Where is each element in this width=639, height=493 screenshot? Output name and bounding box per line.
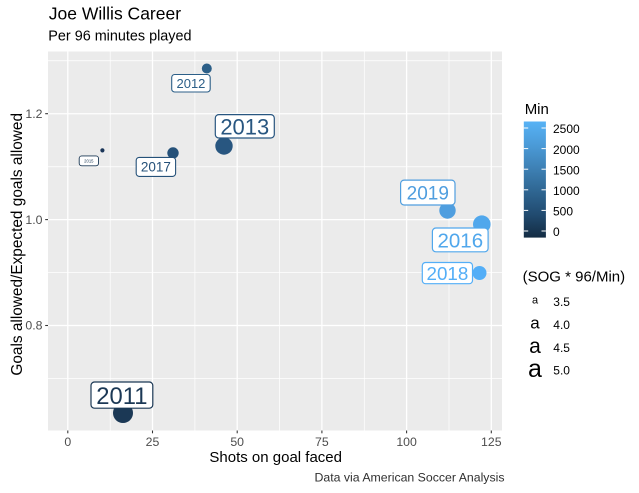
svg-text:75: 75	[315, 435, 329, 449]
svg-text:4.0: 4.0	[553, 318, 570, 332]
svg-text:25: 25	[146, 435, 160, 449]
svg-text:2011: 2011	[96, 383, 147, 410]
svg-text:4.5: 4.5	[553, 341, 570, 355]
svg-text:5.0: 5.0	[553, 364, 570, 378]
svg-text:Min: Min	[525, 101, 549, 118]
svg-text:2015: 2015	[84, 158, 94, 163]
svg-text:2000: 2000	[553, 143, 580, 157]
svg-text:50: 50	[230, 435, 244, 449]
svg-text:100: 100	[396, 435, 417, 449]
svg-text:Goals allowed/Expected goals a: Goals allowed/Expected goals allowed	[9, 113, 26, 376]
svg-text:Data via American Soccer Analy: Data via American Soccer Analysis	[314, 471, 504, 485]
svg-text:1.2: 1.2	[25, 107, 42, 121]
svg-text:Per 96 minutes played: Per 96 minutes played	[48, 28, 191, 44]
svg-text:Joe Willis Career: Joe Willis Career	[49, 3, 181, 23]
svg-text:0: 0	[553, 225, 560, 239]
svg-text:a: a	[529, 335, 541, 358]
svg-text:2019: 2019	[407, 184, 449, 205]
svg-text:a: a	[530, 313, 540, 332]
svg-text:a: a	[532, 294, 539, 306]
svg-text:1500: 1500	[553, 163, 580, 177]
svg-text:2017: 2017	[141, 160, 171, 175]
svg-text:3.5: 3.5	[553, 295, 570, 309]
svg-text:1000: 1000	[553, 184, 580, 198]
svg-text:2013: 2013	[220, 114, 269, 139]
svg-text:2012: 2012	[176, 76, 205, 91]
svg-text:2018: 2018	[427, 263, 469, 284]
svg-text:500: 500	[553, 205, 573, 219]
svg-text:1.0: 1.0	[25, 213, 42, 227]
svg-text:125: 125	[481, 435, 502, 449]
svg-text:2500: 2500	[553, 122, 580, 136]
svg-text:2016: 2016	[437, 229, 483, 252]
svg-text:0: 0	[64, 435, 71, 449]
svg-text:0.8: 0.8	[25, 319, 42, 333]
svg-text:a: a	[528, 355, 542, 383]
svg-text:(SOG * 96/Min): (SOG * 96/Min)	[523, 269, 626, 286]
svg-text:Shots on goal faced: Shots on goal faced	[209, 449, 342, 466]
